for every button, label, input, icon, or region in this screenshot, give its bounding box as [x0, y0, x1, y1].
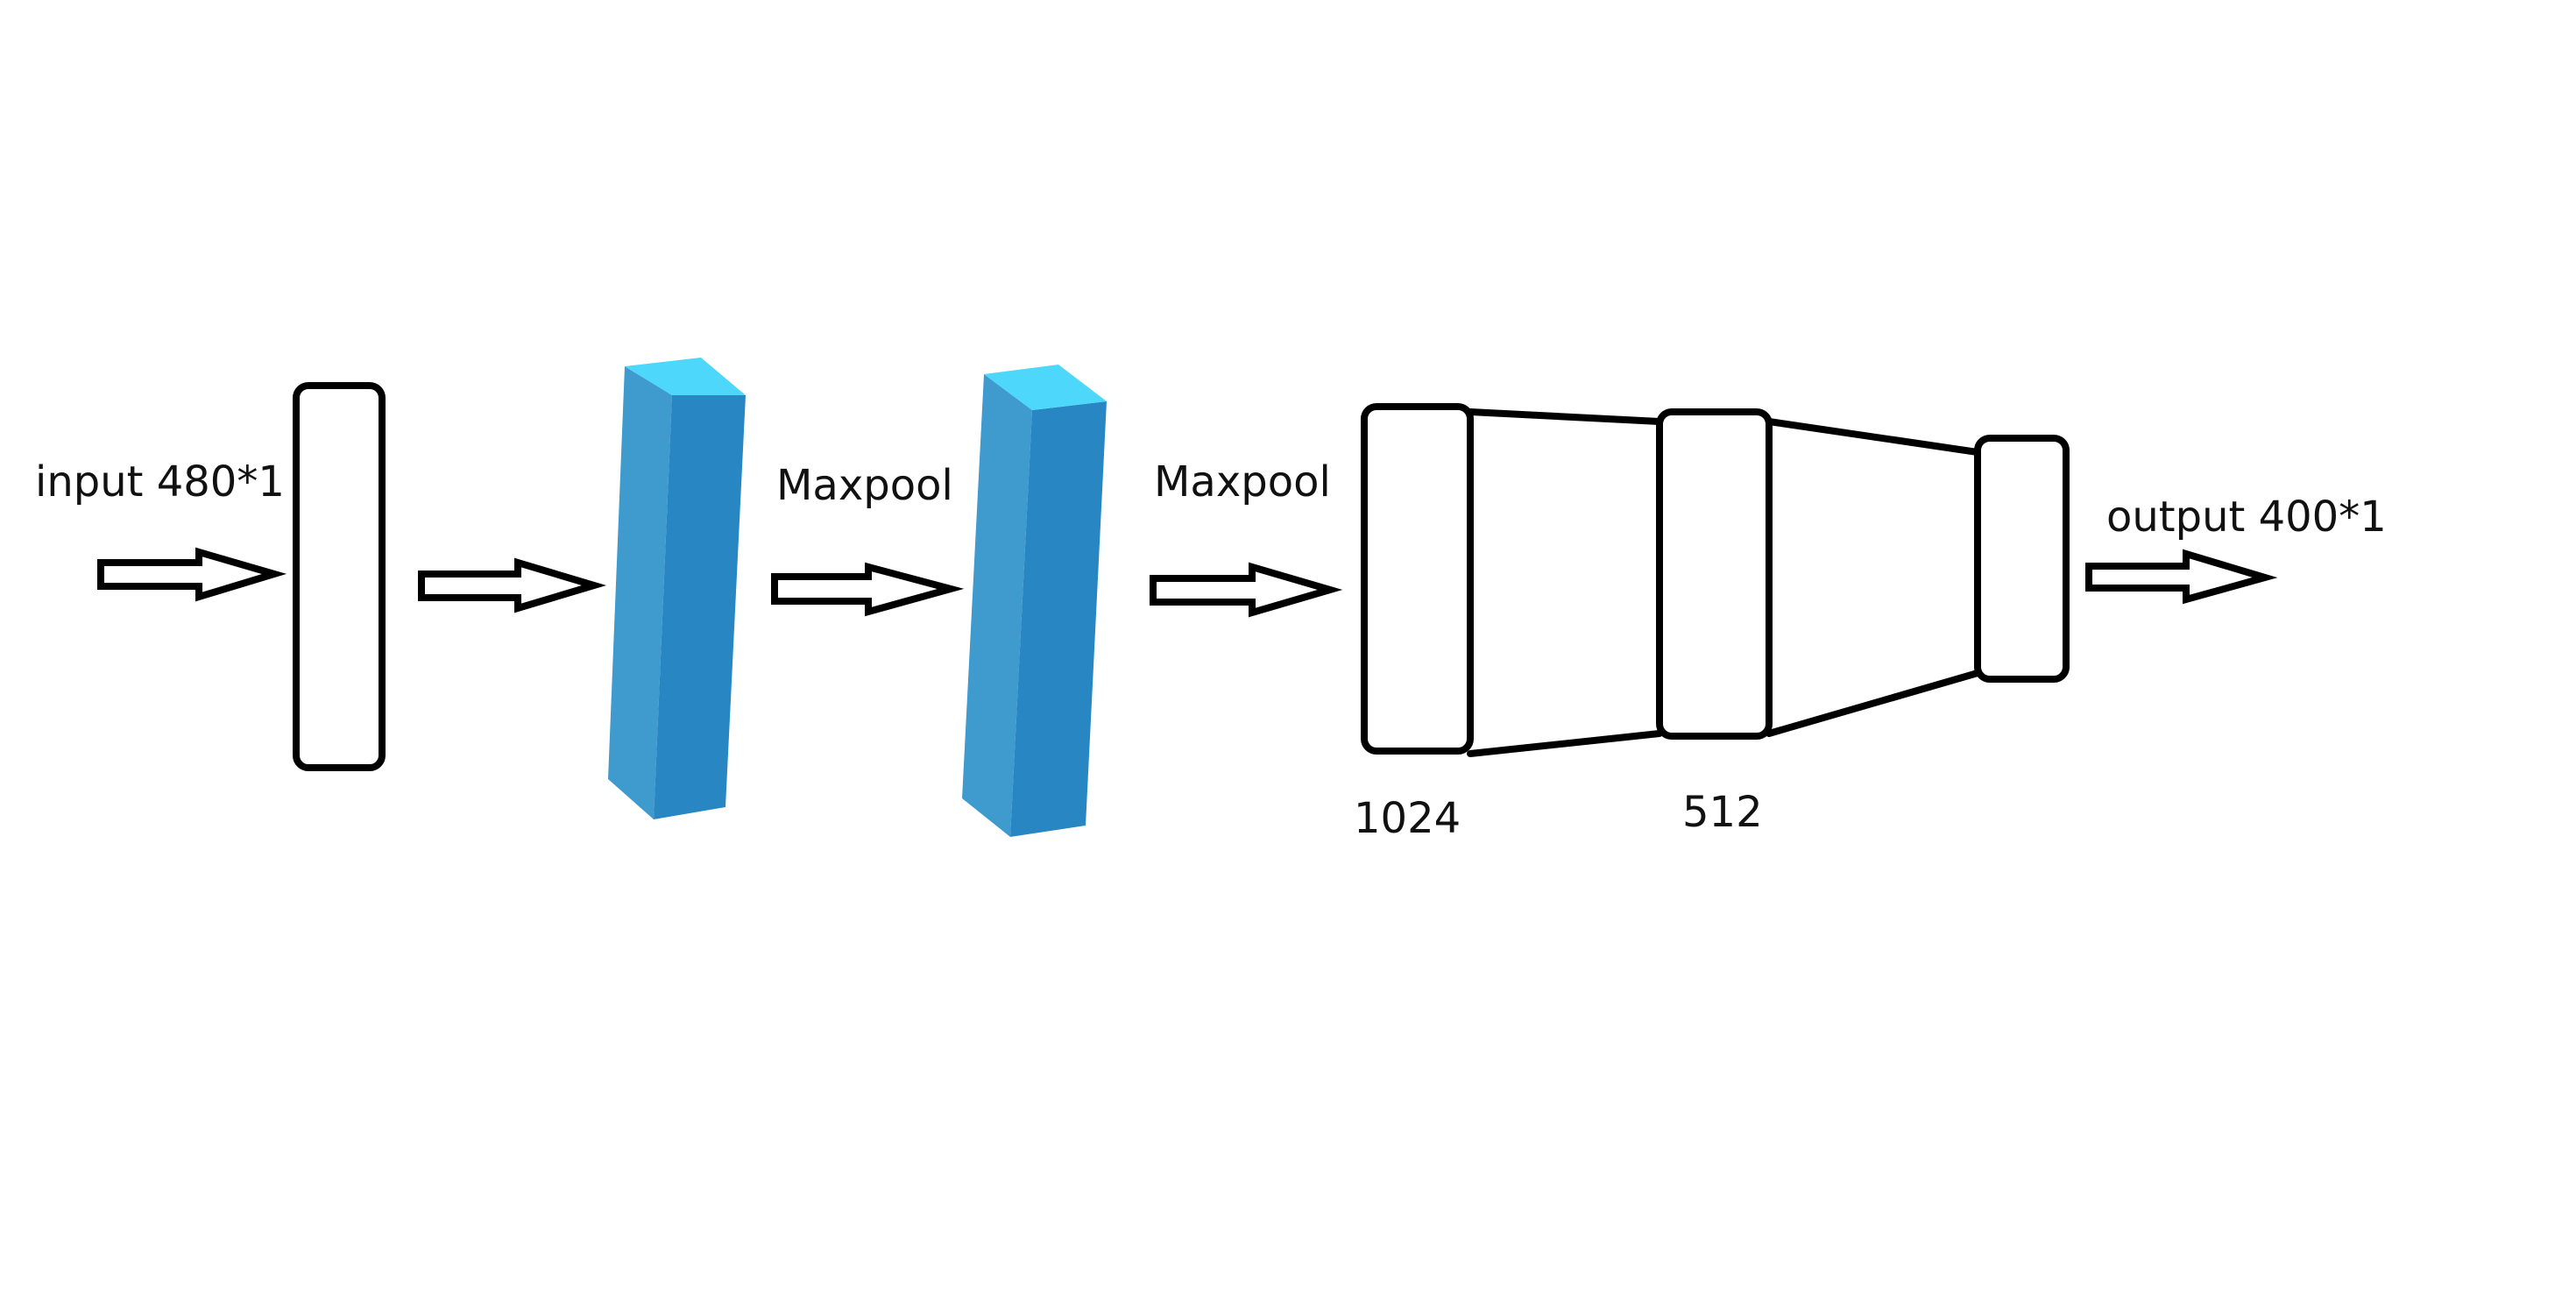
arrow-to-dense	[1150, 562, 1343, 618]
dense-connector-bottom-2	[1766, 670, 1981, 737]
conv-block-1-front-face	[654, 395, 746, 819]
output-layer-box	[1974, 435, 2070, 683]
conv-block-1	[608, 358, 746, 819]
maxpool-label-1: Maxpool	[776, 461, 953, 510]
conv-block-2	[962, 365, 1107, 837]
input-arrow	[97, 547, 287, 602]
conv-block-2-front-face	[1010, 401, 1107, 837]
arrow-to-conv-2	[771, 562, 965, 617]
output-arrow	[2085, 549, 2278, 605]
dense-layer-1024-box	[1361, 403, 1474, 755]
dense-label-512: 512	[1682, 788, 1763, 837]
arrow-to-conv-1	[418, 557, 606, 613]
dense-label-1024: 1024	[1354, 794, 1461, 843]
conv-block-2-top-face	[984, 365, 1107, 410]
dense-connector-top-2	[1766, 418, 1981, 456]
maxpool-label-2: Maxpool	[1154, 457, 1331, 507]
dense-layer-512-box	[1656, 408, 1773, 740]
conv-block-2-left-face	[962, 374, 1032, 837]
conv-block-1-left-face	[608, 366, 672, 819]
output-label: output 400*1	[2106, 493, 2387, 542]
dense-connector-top-1	[1467, 408, 1663, 425]
dense-connector-bottom-1	[1467, 730, 1663, 757]
conv-block-1-top-face	[625, 358, 746, 395]
input-label: input 480*1	[35, 457, 285, 507]
input-layer-box	[293, 382, 386, 771]
